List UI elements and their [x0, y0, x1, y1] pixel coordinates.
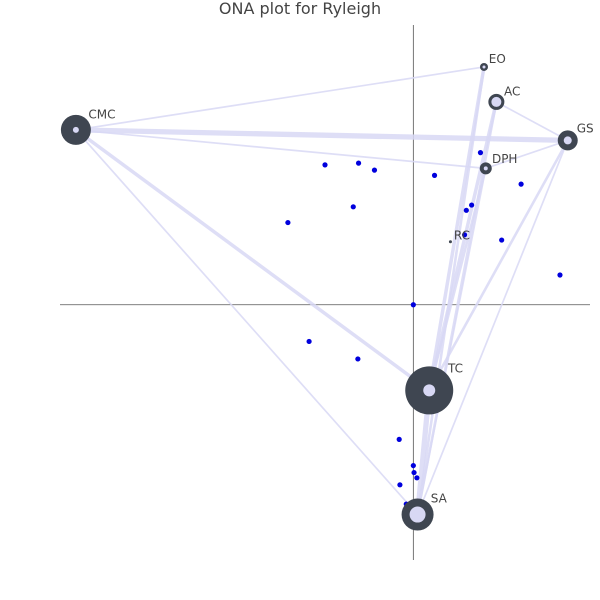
- node-rc: [448, 240, 452, 244]
- node-sa-center: [409, 506, 426, 523]
- node-dph-center: [483, 166, 488, 171]
- data-point: [557, 272, 563, 278]
- node-label-sa: SA: [431, 491, 448, 505]
- data-point: [371, 167, 378, 173]
- node-label-tc: TC: [447, 362, 463, 376]
- chart-title: ONA plot for Ryleigh: [219, 0, 381, 18]
- data-point: [396, 436, 402, 442]
- node-labels: EO AC CMC GS DPH RC TC SA: [88, 52, 593, 505]
- data-point: [469, 202, 475, 208]
- edge-sa-eo: [416, 65, 486, 516]
- node-ac-center: [491, 96, 502, 107]
- node-label-eo: EO: [489, 52, 506, 66]
- edge-cmc-eo: [75, 66, 485, 131]
- node-label-rc: RC: [454, 228, 470, 242]
- node-gs-center: [563, 136, 572, 145]
- edge-tc-gs: [427, 139, 570, 392]
- data-point: [350, 204, 356, 210]
- node-tc-center: [423, 384, 436, 397]
- data-point: [306, 338, 312, 345]
- data-point: [461, 232, 468, 238]
- edge-ac-gs: [495, 101, 569, 142]
- data-point: [411, 469, 417, 476]
- node-label-dph: DPH: [492, 152, 518, 166]
- node-cmc-center: [72, 126, 79, 133]
- points: [285, 150, 563, 507]
- edge-sa-gs: [416, 139, 569, 516]
- data-point: [414, 475, 420, 481]
- edge-dph-gs: [484, 139, 569, 170]
- data-point: [499, 237, 505, 243]
- data-point: [397, 482, 403, 488]
- data-point: [410, 302, 416, 308]
- node-label-cmc: CMC: [88, 107, 115, 121]
- data-point: [410, 462, 416, 469]
- edge-cmc-dph: [75, 129, 487, 170]
- nodes: [60, 62, 578, 531]
- data-point: [355, 160, 362, 166]
- node-eo-center: [482, 65, 486, 69]
- data-point: [355, 356, 361, 362]
- edge-cmc-gs: [73, 127, 571, 144]
- data-point: [431, 172, 438, 178]
- edge-cmc-sa: [75, 129, 419, 516]
- data-point: [477, 150, 484, 156]
- node-label-gs: GS: [577, 121, 594, 135]
- data-point: [285, 219, 291, 226]
- edge-cmc-tc: [74, 128, 431, 393]
- axes: [60, 25, 590, 560]
- data-point: [463, 207, 469, 213]
- node-label-ac: AC: [504, 84, 520, 98]
- edge-sa-dph: [416, 167, 487, 516]
- edges: [73, 65, 571, 518]
- data-point: [322, 162, 328, 168]
- data-point: [518, 181, 524, 187]
